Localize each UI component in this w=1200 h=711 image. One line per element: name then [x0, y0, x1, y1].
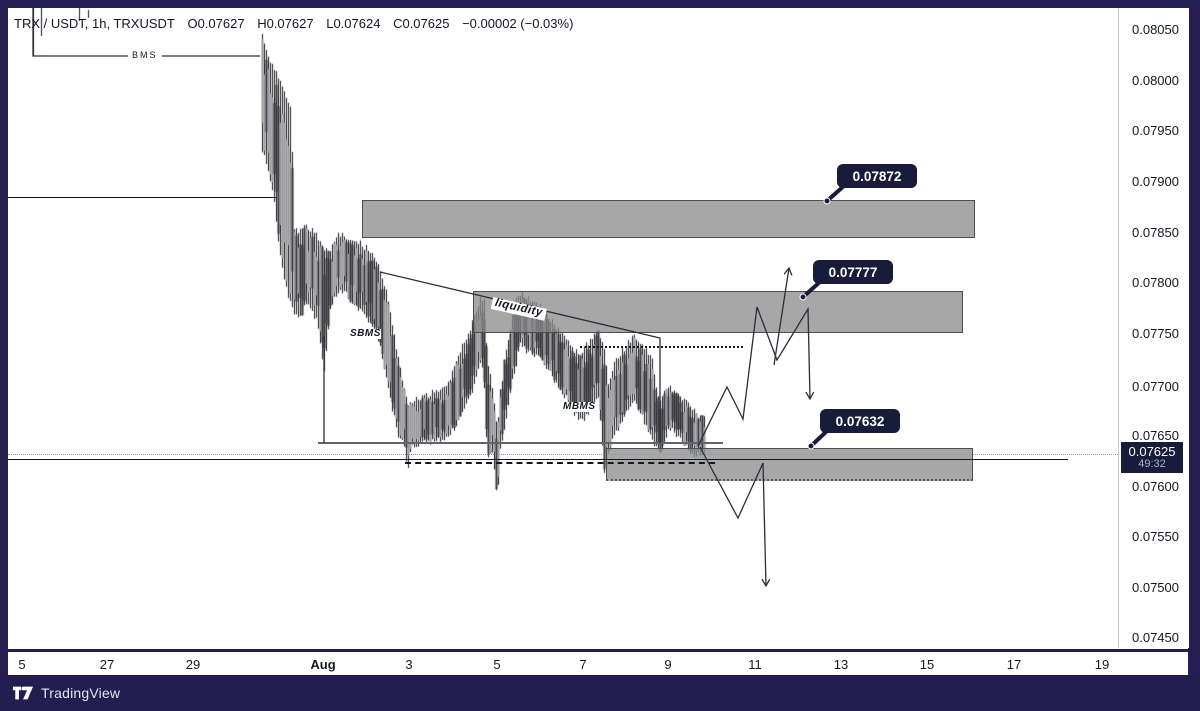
price-axis-tick: 0.07600	[1132, 479, 1179, 494]
price-axis-tick: 0.08050	[1132, 22, 1179, 37]
price-tag-0.07632[interactable]: 0.07632	[820, 409, 900, 433]
dashed-support-line[interactable]	[405, 462, 715, 464]
symbol-title[interactable]: TRX / USDT, 1h, TRXUSDT	[14, 16, 175, 31]
time-axis-tick: Aug	[310, 657, 336, 672]
time-axis-tick: 9	[664, 657, 672, 672]
time-axis-tick: 5	[493, 657, 501, 672]
price-tag-0.07872[interactable]: 0.07872	[837, 164, 917, 188]
equal-lows-line[interactable]	[318, 442, 723, 444]
ohlc-close: C0.07625	[393, 16, 450, 31]
price-axis-tick: 0.07700	[1132, 379, 1179, 394]
time-axis-tick: 29	[185, 657, 201, 672]
time-axis-tick: 7	[579, 657, 587, 672]
price-axis-tick: 0.07550	[1132, 529, 1179, 544]
current-price-value: 0.07625	[1128, 443, 1176, 459]
bms-structure-label[interactable]: BMS	[128, 51, 162, 60]
price-axis-tick: 0.07950	[1132, 123, 1179, 138]
time-axis[interactable]: 5 27 29 Aug 3 5 7 9 11 13 15 17 19	[8, 649, 1188, 678]
time-axis-tick: 3	[405, 657, 413, 672]
current-price-label: 0.07625 49:32	[1121, 442, 1183, 473]
price-tag-0.07777[interactable]: 0.07777	[813, 260, 893, 284]
time-axis-tick: 15	[919, 657, 935, 672]
footer-brand-bar: TradingView	[0, 675, 1200, 711]
price-axis-tick: 0.07800	[1132, 275, 1179, 290]
time-axis-tick: 5	[18, 657, 26, 672]
sbms-structure-label[interactable]: SBMS	[350, 328, 381, 339]
ohlc-change: −0.00002 (−0.03%)	[462, 16, 574, 31]
price-axis-tick: 0.07450	[1132, 630, 1179, 645]
time-axis-tick: 17	[1006, 657, 1022, 672]
time-axis-tick: 19	[1094, 657, 1110, 672]
time-axis-tick: 27	[99, 657, 115, 672]
supply-zone-upper[interactable]	[362, 200, 975, 238]
ohlc-high: H0.07627	[257, 16, 314, 31]
price-axis-tick: 0.07850	[1132, 225, 1179, 240]
minor-dotted-level[interactable]	[580, 346, 743, 348]
current-price-line[interactable]	[8, 453, 1118, 455]
support-line[interactable]	[8, 458, 1068, 460]
price-axis-tick: 0.07650	[1132, 428, 1179, 443]
symbol-legend[interactable]: TRX / USDT, 1h, TRXUSDT O0.07627 H0.0762…	[14, 16, 582, 31]
time-axis-tick: 13	[833, 657, 849, 672]
ohlc-open: O0.07627	[187, 16, 245, 31]
bos-level-line[interactable]	[8, 196, 277, 198]
price-axis-tick: 0.07750	[1132, 326, 1179, 341]
price-axis-tick: 0.08000	[1132, 73, 1179, 88]
brand-text[interactable]: TradingView	[41, 685, 121, 701]
price-axis[interactable]: 0.07625 49:32 0.08050 0.08000 0.07950 0.079…	[1118, 8, 1189, 648]
price-axis-tick: 0.07500	[1132, 580, 1179, 595]
ohlc-low: L0.07624	[326, 16, 381, 31]
mbms-structure-label[interactable]: MBMS	[563, 401, 596, 412]
supply-zone-mid[interactable]	[473, 291, 963, 333]
tradingview-logo-icon[interactable]	[13, 686, 33, 700]
price-axis-tick: 0.07900	[1132, 174, 1179, 189]
bar-close-countdown: 49:32	[1138, 457, 1166, 470]
time-axis-tick: 11	[748, 657, 762, 672]
